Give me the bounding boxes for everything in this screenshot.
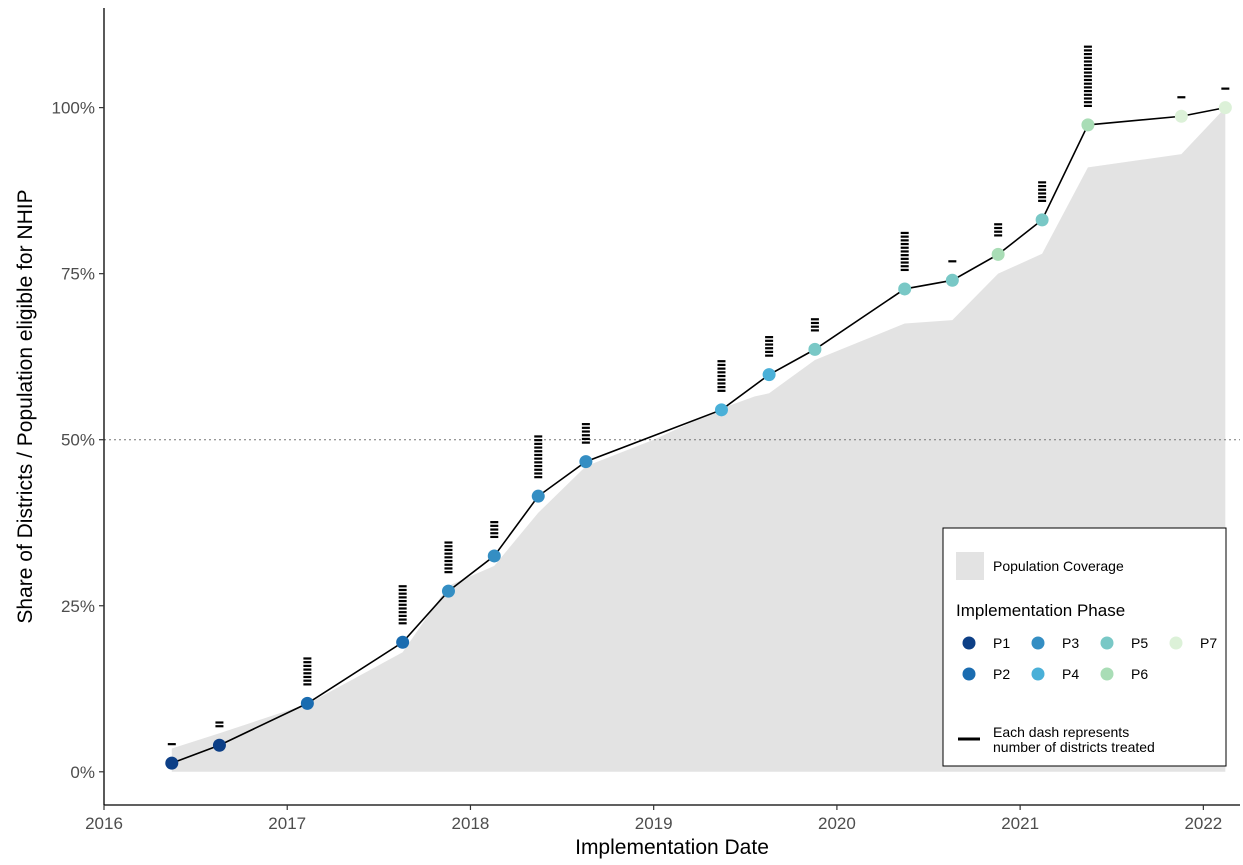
y-tick-label: 0% [70,763,95,782]
data-point-p5 [898,282,912,296]
x-tick-label: 2019 [635,814,673,833]
y-tick-label: 50% [61,431,95,450]
data-point-p5 [808,342,822,356]
legend-area-key [956,552,984,580]
legend-phase-label: P4 [1062,666,1079,682]
legend-phase-label: P2 [993,666,1010,682]
x-axis-title: Implementation Date [575,836,769,859]
data-point-p7 [1174,109,1188,123]
legend-phase-swatch [1031,636,1045,650]
y-tick-label: 100% [52,99,95,118]
x-tick-label: 2017 [268,814,306,833]
y-axis-title: Share of Districts / Population eligible… [14,189,37,623]
data-point-p7 [1218,101,1232,115]
data-point-p2 [300,696,314,710]
legend-phase-swatch [1100,667,1114,681]
x-tick-label: 2020 [818,814,856,833]
x-tick-label: 2016 [85,814,123,833]
data-point-p3 [579,455,593,469]
legend-phase-label: P5 [1131,635,1148,651]
y-tick-label: 75% [61,265,95,284]
axes: 0% 25% 50% 75% 100% 2016 2017 2018 2019 2020 2021… [52,8,1240,833]
y-tick-label: 25% [61,597,95,616]
legend-phase-label: P7 [1200,635,1217,651]
x-axis-ticks: 2016 2017 2018 2019 2020 2021 2022 [85,805,1222,833]
legend-area-label: Population Coverage [993,558,1124,574]
data-point-p6 [1081,118,1095,132]
x-tick-label: 2021 [1001,814,1039,833]
legend-dash-note-line2: number of districts treated [993,739,1155,755]
data-point-p5 [945,273,959,287]
data-point-p1 [165,756,179,770]
data-point-p5 [1035,213,1049,227]
x-tick-label: 2018 [452,814,490,833]
data-point-p3 [487,549,501,563]
data-point-p3 [441,584,455,598]
data-point-p4 [762,368,776,382]
legend: Population Coverage Implementation Phase… [942,527,1227,767]
share-line [171,106,1226,764]
legend-phase-swatch [1031,667,1045,681]
y-axis-ticks: 0% 25% 50% 75% 100% [52,99,104,782]
legend-phase-swatch [962,636,976,650]
legend-phase-swatch [1169,636,1183,650]
data-point-p2 [396,635,410,649]
legend-phase-label: P6 [1131,666,1148,682]
phase-points [165,101,1232,770]
data-point-p4 [714,403,728,417]
legend-phase-swatch [1100,636,1114,650]
legend-dash-note-line1: Each dash represents [993,724,1129,740]
data-point-p6 [991,247,1005,261]
x-tick-label: 2022 [1184,814,1222,833]
legend-phase-swatch [962,667,976,681]
legend-phase-items: P1 P2 P3 P4 P5 P6 P7 [962,635,1217,682]
district-dash-markers [167,45,1230,746]
data-point-p1 [212,738,226,752]
legend-phase-title: Implementation Phase [956,601,1125,620]
legend-phase-label: P3 [1062,635,1079,651]
data-point-p3 [531,489,545,503]
legend-phase-label: P1 [993,635,1010,651]
